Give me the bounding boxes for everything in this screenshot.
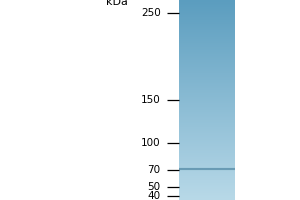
Text: 250: 250 — [141, 8, 160, 18]
Text: 40: 40 — [147, 191, 161, 200]
Text: kDa: kDa — [106, 0, 128, 7]
Text: 100: 100 — [141, 138, 161, 148]
Text: 50: 50 — [147, 182, 161, 192]
Text: 70: 70 — [147, 165, 161, 175]
Text: 150: 150 — [141, 95, 160, 105]
